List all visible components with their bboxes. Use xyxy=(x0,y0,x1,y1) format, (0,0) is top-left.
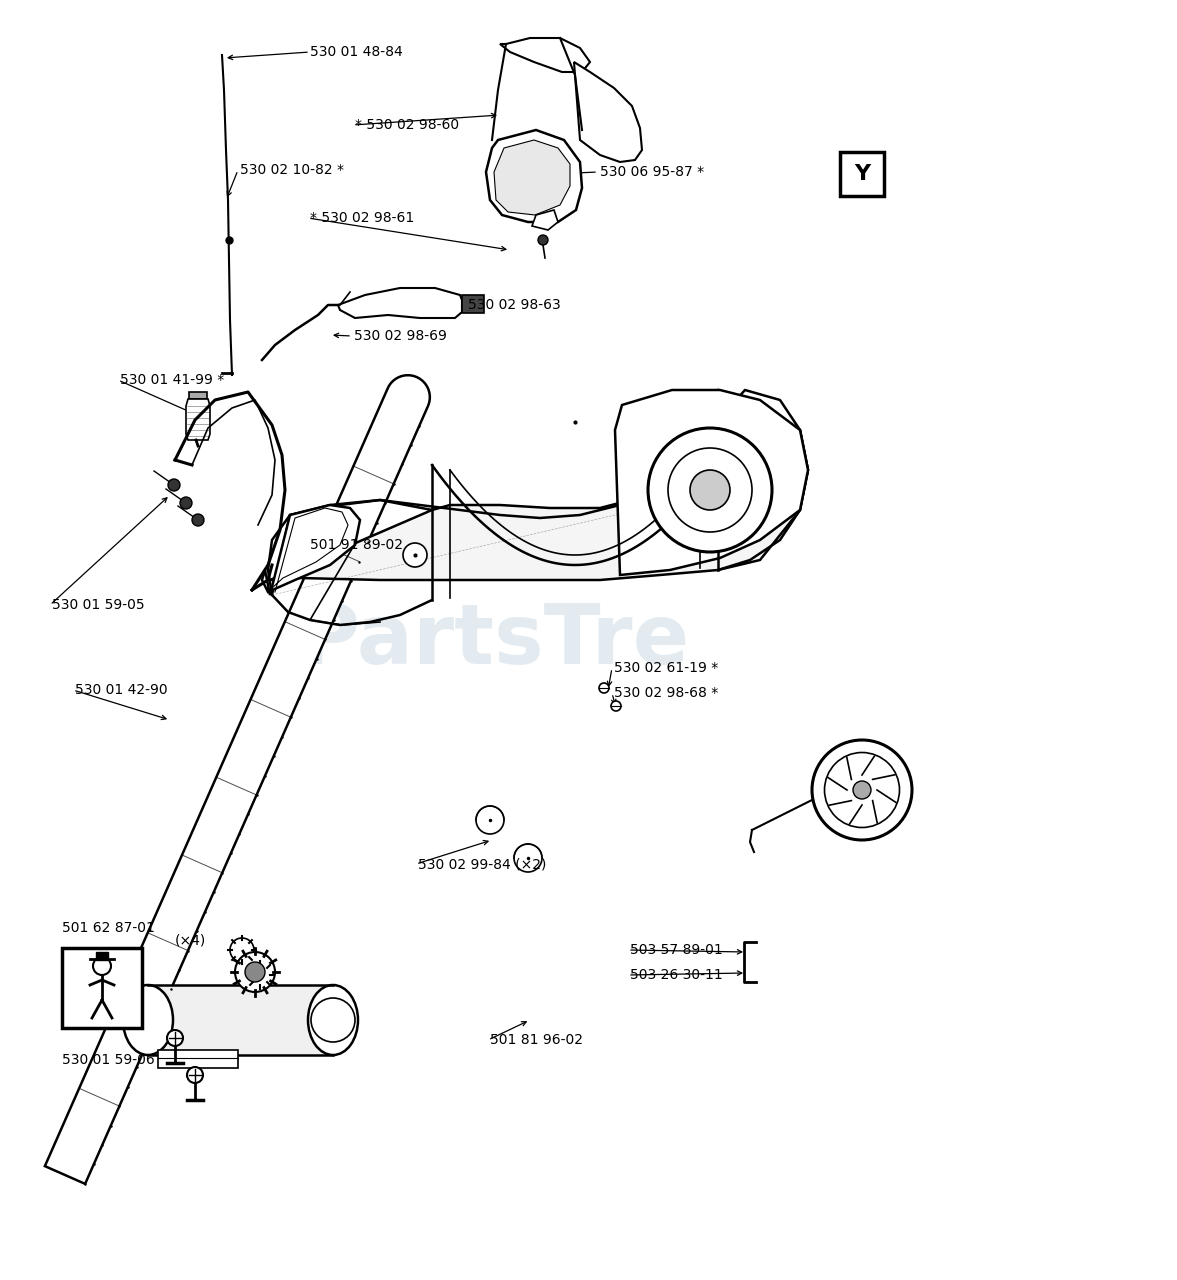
Ellipse shape xyxy=(124,986,173,1055)
Bar xyxy=(62,948,142,1028)
Text: (×4): (×4) xyxy=(175,933,206,947)
Polygon shape xyxy=(186,399,210,440)
Circle shape xyxy=(476,806,504,835)
Circle shape xyxy=(403,543,427,567)
Polygon shape xyxy=(616,390,807,575)
Polygon shape xyxy=(262,506,360,595)
Text: 530 02 10-82 *: 530 02 10-82 * xyxy=(240,163,344,177)
Text: 503 26 30-11: 503 26 30-11 xyxy=(630,968,723,982)
Bar xyxy=(158,1050,238,1068)
Circle shape xyxy=(690,470,730,509)
Polygon shape xyxy=(338,288,463,317)
Circle shape xyxy=(514,844,541,872)
Text: * 530 02 98-60: * 530 02 98-60 xyxy=(355,118,459,132)
Polygon shape xyxy=(45,375,430,1184)
Text: 501 81 96-02: 501 81 96-02 xyxy=(490,1033,583,1047)
Circle shape xyxy=(168,479,180,492)
Text: 501 62 87-01: 501 62 87-01 xyxy=(62,922,155,934)
Text: 530 01 41-99 *: 530 01 41-99 * xyxy=(120,372,225,387)
Circle shape xyxy=(245,963,265,982)
Text: PartsTre: PartsTre xyxy=(299,599,690,681)
Bar xyxy=(97,952,108,960)
Text: Y: Y xyxy=(855,164,870,184)
Circle shape xyxy=(853,781,871,799)
Polygon shape xyxy=(532,210,558,230)
Text: 530 01 59-05: 530 01 59-05 xyxy=(52,598,145,612)
Polygon shape xyxy=(486,131,581,221)
Text: 530 01 59-06: 530 01 59-06 xyxy=(62,1053,154,1068)
Circle shape xyxy=(187,1068,202,1083)
Text: 530 02 61-19 *: 530 02 61-19 * xyxy=(614,660,718,675)
Circle shape xyxy=(192,515,204,526)
Bar xyxy=(148,986,333,1055)
Circle shape xyxy=(649,428,772,552)
Bar xyxy=(840,152,884,196)
Text: 530 01 42-90: 530 01 42-90 xyxy=(75,684,167,698)
Text: 530 02 98-63: 530 02 98-63 xyxy=(468,298,560,312)
Polygon shape xyxy=(494,140,570,215)
Circle shape xyxy=(669,448,752,532)
Circle shape xyxy=(93,957,111,975)
Polygon shape xyxy=(574,61,641,163)
Circle shape xyxy=(812,740,912,840)
Circle shape xyxy=(825,753,899,827)
Text: * 530 02 98-61: * 530 02 98-61 xyxy=(310,211,414,225)
Text: 530 02 98-68 *: 530 02 98-68 * xyxy=(614,686,718,700)
Text: 530 02 99-84 (×2): 530 02 99-84 (×2) xyxy=(418,858,546,870)
Circle shape xyxy=(248,963,272,987)
Bar xyxy=(189,392,207,399)
Bar xyxy=(463,294,484,314)
Circle shape xyxy=(311,998,355,1042)
Text: 503 57 89-01: 503 57 89-01 xyxy=(630,943,723,957)
Text: 501 91 89-02: 501 91 89-02 xyxy=(310,538,403,552)
Text: 530 01 48-84: 530 01 48-84 xyxy=(310,45,403,59)
Circle shape xyxy=(599,684,609,692)
Polygon shape xyxy=(500,38,590,72)
Text: 530 06 95-87 *: 530 06 95-87 * xyxy=(600,165,704,179)
Circle shape xyxy=(538,236,548,244)
Circle shape xyxy=(230,938,254,963)
Polygon shape xyxy=(270,420,807,580)
Circle shape xyxy=(611,701,621,710)
Ellipse shape xyxy=(308,986,358,1055)
Circle shape xyxy=(235,952,275,992)
Text: 530 02 98-69: 530 02 98-69 xyxy=(354,329,447,343)
Circle shape xyxy=(167,1030,182,1046)
Circle shape xyxy=(180,497,192,509)
